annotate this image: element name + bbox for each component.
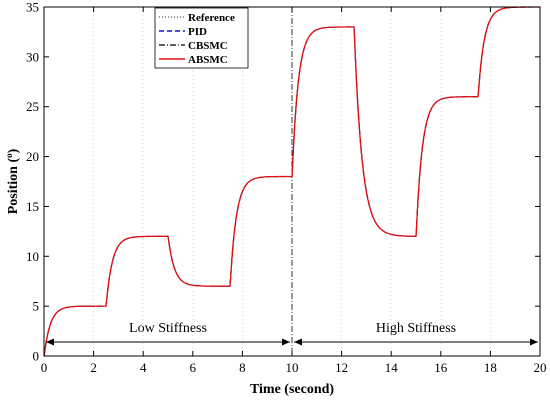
y-tick-label: 30 [26, 49, 39, 64]
x-tick-label: 20 [534, 360, 547, 375]
legend-label-absmc: ABSMC [188, 54, 228, 66]
legend-label-cbsmc: CBSMC [188, 40, 228, 52]
y-axis-label: Position (o) [4, 148, 21, 214]
y-tick-label: 10 [26, 249, 39, 264]
annotation-arrowhead-right [282, 338, 290, 346]
y-axis-label-text: Position ( [6, 158, 21, 215]
x-tick-label: 6 [190, 360, 197, 375]
x-axis-ticks: 0 2 4 6 8 10 12 14 16 18 20 [41, 7, 547, 375]
y-axis-ticks: 0 5 10 15 20 25 30 35 [26, 0, 540, 364]
x-tick-label: 14 [385, 360, 399, 375]
y-axis-label-degree: o [4, 153, 14, 158]
y-tick-label: 25 [26, 99, 39, 114]
legend: Reference PID CBSMC ABSMC [154, 7, 249, 69]
y-tick-label: 5 [33, 299, 40, 314]
x-tick-label: 0 [41, 360, 48, 375]
y-tick-label: 35 [26, 0, 39, 15]
legend-box [154, 7, 249, 69]
annotation-arrowhead-left [46, 338, 54, 346]
y-tick-label: 0 [33, 349, 40, 364]
x-axis-label: Time (second) [250, 382, 334, 397]
annotation-arrowhead-right [530, 338, 538, 346]
series-lines [43, 6, 540, 357]
series-line-absmc [43, 6, 540, 357]
legend-label-reference: Reference [188, 12, 235, 24]
x-tick-label: 8 [239, 360, 246, 375]
annotation-label: High Stiffness [376, 321, 456, 336]
y-axis-label-close: ) [6, 148, 21, 153]
legend-label-pid: PID [188, 26, 207, 38]
x-tick-label: 4 [140, 360, 147, 375]
y-tick-label: 15 [26, 199, 39, 214]
x-tick-label: 16 [434, 360, 448, 375]
x-tick-label: 12 [335, 360, 348, 375]
x-tick-label: 18 [484, 360, 497, 375]
annotation-label: Low Stiffness [129, 321, 207, 336]
y-tick-label: 20 [26, 149, 39, 164]
annotation-arrowhead-left [294, 338, 302, 346]
stiffness-annotations: Low Stiffness High Stiffness [46, 321, 538, 346]
x-tick-label: 10 [286, 360, 299, 375]
x-tick-label: 2 [90, 360, 97, 375]
